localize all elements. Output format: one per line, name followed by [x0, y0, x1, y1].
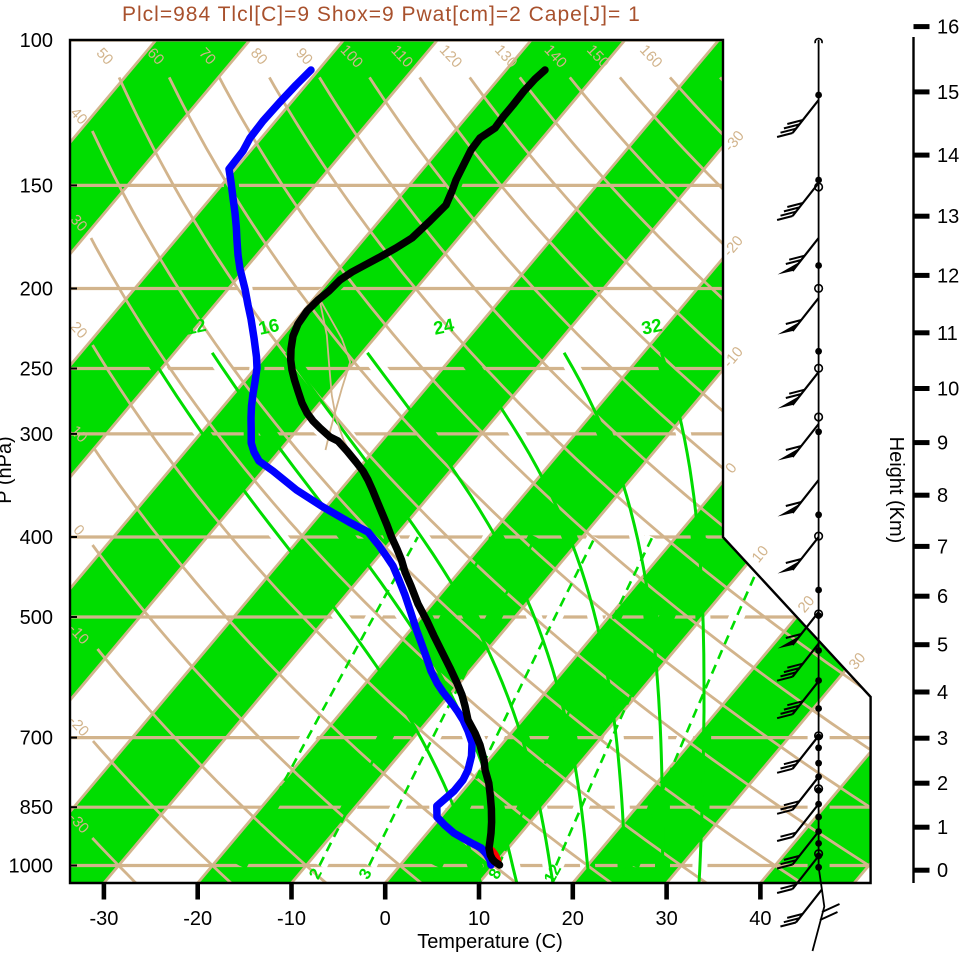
svg-text:7: 7: [937, 536, 948, 558]
svg-text:30: 30: [655, 908, 677, 930]
svg-text:15: 15: [937, 82, 959, 104]
svg-text:Plcl=984 Tlcl[C]=9 Shox=9 Pwat: Plcl=984 Tlcl[C]=9 Shox=9 Pwat[cm]=2 Cap…: [122, 3, 641, 26]
svg-text:40: 40: [749, 908, 771, 930]
svg-text:11: 11: [937, 323, 958, 345]
svg-text:-10: -10: [277, 908, 306, 930]
svg-text:10: 10: [468, 908, 490, 930]
svg-text:3: 3: [937, 728, 948, 750]
svg-text:8: 8: [937, 485, 948, 507]
svg-text:250: 250: [20, 359, 53, 381]
svg-text:16: 16: [937, 17, 959, 39]
svg-text:5: 5: [937, 635, 948, 657]
svg-text:700: 700: [20, 728, 53, 750]
svg-text:200: 200: [20, 279, 53, 301]
svg-text:12: 12: [183, 314, 207, 339]
svg-text:-20: -20: [183, 908, 212, 930]
svg-text:300: 300: [20, 424, 53, 446]
svg-text:10: 10: [937, 379, 959, 401]
svg-text:4: 4: [937, 682, 948, 704]
svg-text:1000: 1000: [9, 856, 54, 878]
svg-text:1: 1: [937, 817, 948, 839]
svg-text:0: 0: [937, 860, 948, 882]
svg-text:P (hPa): P (hPa): [0, 436, 16, 503]
svg-text:12: 12: [937, 265, 959, 287]
svg-text:20: 20: [562, 908, 584, 930]
svg-text:850: 850: [20, 797, 53, 819]
svg-text:100: 100: [20, 30, 53, 52]
svg-text:14: 14: [937, 145, 959, 167]
svg-text:13: 13: [937, 206, 959, 228]
svg-text:2: 2: [937, 773, 948, 795]
svg-text:-30: -30: [89, 908, 118, 930]
svg-text:9: 9: [937, 433, 948, 455]
svg-text:Height (Km): Height (Km): [885, 437, 907, 544]
svg-text:150: 150: [20, 175, 53, 197]
svg-text:32: 32: [639, 314, 663, 339]
svg-text:6: 6: [937, 586, 948, 608]
svg-text:Temperature (C): Temperature (C): [417, 931, 563, 953]
svg-text:16: 16: [257, 314, 281, 339]
svg-text:400: 400: [20, 527, 53, 549]
svg-text:0: 0: [380, 908, 391, 930]
svg-text:500: 500: [20, 607, 53, 629]
